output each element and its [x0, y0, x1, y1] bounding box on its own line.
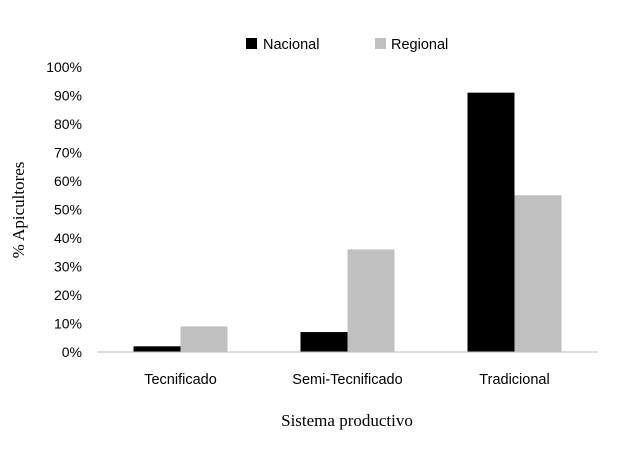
x-category-label: Tradicional: [479, 372, 549, 388]
y-tick-label: 50%: [54, 202, 82, 218]
y-tick-label: 40%: [54, 230, 82, 246]
x-axis-title: Sistema productivo: [281, 411, 413, 430]
legend-swatch-regional: [375, 38, 386, 49]
bar-regional-tecnificado: [180, 326, 228, 352]
legend-label-regional: Regional: [391, 37, 448, 53]
y-tick-label: 60%: [54, 173, 82, 189]
x-category-label: Semi-Tecnificado: [292, 372, 402, 388]
y-tick-label: 90%: [54, 88, 82, 104]
y-tick-label: 70%: [54, 145, 82, 161]
y-tick-label: 10%: [54, 316, 82, 332]
category-labels: Tecnificado Semi-Tecnificado Tradicional: [144, 372, 549, 388]
y-tick-label: 30%: [54, 259, 82, 275]
bar-regional-tradicional: [514, 195, 562, 352]
x-category-label: Tecnificado: [144, 372, 217, 388]
y-tick-label: 100%: [46, 59, 82, 75]
y-tick-label: 0%: [62, 344, 82, 360]
y-tick-label: 20%: [54, 287, 82, 303]
y-axis-title: % Apicultores: [9, 162, 28, 259]
bar-nacional-tradicional: [467, 92, 515, 353]
bar-nacional-semi-tecnificado: [300, 332, 348, 352]
legend-swatch-nacional: [246, 38, 257, 49]
y-tick-label: 80%: [54, 116, 82, 132]
bar-regional-semi-tecnificado: [347, 249, 395, 352]
bars: [133, 92, 562, 353]
legend: Nacional Regional: [246, 37, 448, 53]
bar-nacional-tecnificado: [133, 346, 181, 352]
legend-label-nacional: Nacional: [263, 37, 319, 53]
y-axis-ticks: 0% 10% 20% 30% 40% 50% 60% 70% 80% 90% 100%: [46, 59, 82, 360]
